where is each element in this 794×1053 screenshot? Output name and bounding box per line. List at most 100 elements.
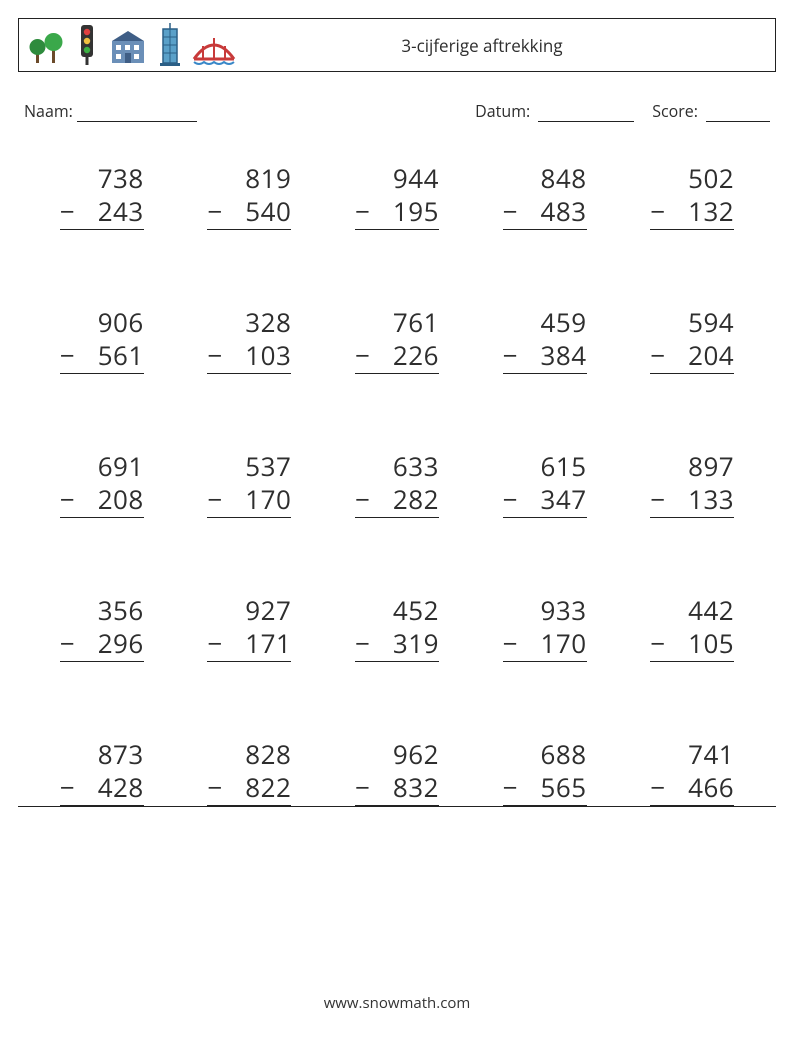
problem-cell: 452−319 [323, 594, 471, 662]
problem-cell: 615−347 [471, 450, 619, 518]
minus-sign: − [60, 771, 75, 804]
subtrahend: 204 [688, 337, 734, 373]
subtrahend-row: −466 [650, 771, 734, 807]
office-tower-icon [155, 23, 185, 67]
minuend: 615 [503, 450, 587, 483]
footer-url: www.snowmath.com [0, 993, 794, 1013]
subtrahend: 208 [98, 481, 144, 517]
subtraction-problem: 691−208 [60, 450, 144, 518]
minus-sign: − [650, 483, 665, 516]
subtraction-problem: 452−319 [355, 594, 439, 662]
problem-cell: 537−170 [176, 450, 324, 518]
subtrahend-row: −319 [355, 627, 439, 663]
problem-cell: 933−170 [471, 594, 619, 662]
subtrahend-row: −208 [60, 483, 144, 519]
problem-cell: 873−428 [28, 738, 176, 806]
subtrahend-row: −105 [650, 627, 734, 663]
header-icons [27, 23, 237, 67]
subtrahend-row: −483 [503, 195, 587, 231]
subtrahend: 296 [98, 625, 144, 661]
minuend: 944 [355, 162, 439, 195]
name-label: Naam: [24, 100, 73, 122]
meta-name: Naam: [24, 100, 197, 122]
header-box: 3-cijferige aftrekking [18, 18, 776, 72]
minus-sign: − [207, 339, 222, 372]
minuend: 897 [650, 450, 734, 483]
subtrahend: 103 [245, 337, 291, 373]
subtraction-problem: 873−428 [60, 738, 144, 806]
subtrahend: 466 [688, 769, 734, 805]
minus-sign: − [503, 483, 518, 516]
subtraction-problem: 944−195 [355, 162, 439, 230]
subtrahend-row: −133 [650, 483, 734, 519]
minuend: 828 [207, 738, 291, 771]
minuend: 962 [355, 738, 439, 771]
problem-cell: 442−105 [618, 594, 766, 662]
minus-sign: − [503, 195, 518, 228]
subtrahend: 195 [393, 193, 439, 229]
worksheet-page: 3-cijferige aftrekking Naam: Datum: Scor… [0, 0, 794, 806]
minuend: 927 [207, 594, 291, 627]
subtrahend-row: −282 [355, 483, 439, 519]
minuend: 738 [60, 162, 144, 195]
problem-cell: 761−226 [323, 306, 471, 374]
subtraction-problem: 537−170 [207, 450, 291, 518]
minuend: 761 [355, 306, 439, 339]
subtrahend-row: −347 [503, 483, 587, 519]
subtrahend-row: −226 [355, 339, 439, 375]
name-blank[interactable] [77, 106, 197, 122]
subtrahend-row: −561 [60, 339, 144, 375]
worksheet-title: 3-cijferige aftrekking [237, 34, 767, 57]
subtrahend: 540 [245, 193, 291, 229]
score-label: Score: [652, 100, 698, 122]
score-blank[interactable] [706, 106, 770, 122]
subtrahend: 243 [98, 193, 144, 229]
subtrahend: 105 [688, 625, 734, 661]
subtrahend: 832 [393, 769, 439, 805]
problems-grid: 738−243819−540944−195848−483502−132906−5… [18, 162, 776, 806]
subtrahend-row: −204 [650, 339, 734, 375]
minuend: 633 [355, 450, 439, 483]
subtraction-problem: 933−170 [503, 594, 587, 662]
minus-sign: − [207, 195, 222, 228]
problem-cell: 459−384 [471, 306, 619, 374]
problem-cell: 819−540 [176, 162, 324, 230]
minus-sign: − [60, 627, 75, 660]
subtraction-problem: 906−561 [60, 306, 144, 374]
problem-cell: 633−282 [323, 450, 471, 518]
subtrahend-row: −243 [60, 195, 144, 231]
minus-sign: − [207, 627, 222, 660]
subtraction-problem: 828−822 [207, 738, 291, 806]
problem-cell: 927−171 [176, 594, 324, 662]
subtrahend-row: −822 [207, 771, 291, 807]
trees-icon [27, 27, 67, 67]
subtrahend-row: −296 [60, 627, 144, 663]
problem-cell: 897−133 [618, 450, 766, 518]
traffic-light-icon [73, 23, 101, 67]
minuend: 906 [60, 306, 144, 339]
subtrahend: 483 [540, 193, 586, 229]
problem-cell: 738−243 [28, 162, 176, 230]
subtraction-problem: 927−171 [207, 594, 291, 662]
subtrahend: 132 [688, 193, 734, 229]
subtraction-problem: 442−105 [650, 594, 734, 662]
subtrahend: 226 [393, 337, 439, 373]
subtrahend: 170 [245, 481, 291, 517]
minuend: 442 [650, 594, 734, 627]
subtrahend-row: −171 [207, 627, 291, 663]
subtrahend-row: −170 [503, 627, 587, 663]
minus-sign: − [503, 627, 518, 660]
minus-sign: − [207, 483, 222, 516]
minuend: 848 [503, 162, 587, 195]
date-blank[interactable] [538, 106, 634, 122]
minus-sign: − [207, 771, 222, 804]
subtrahend: 347 [540, 481, 586, 517]
problem-cell: 356−296 [28, 594, 176, 662]
minuend: 933 [503, 594, 587, 627]
problem-cell: 906−561 [28, 306, 176, 374]
subtraction-problem: 819−540 [207, 162, 291, 230]
subtrahend: 561 [98, 337, 144, 373]
problem-cell: 848−483 [471, 162, 619, 230]
meta-row: Naam: Datum: Score: [18, 100, 776, 122]
subtrahend: 319 [393, 625, 439, 661]
